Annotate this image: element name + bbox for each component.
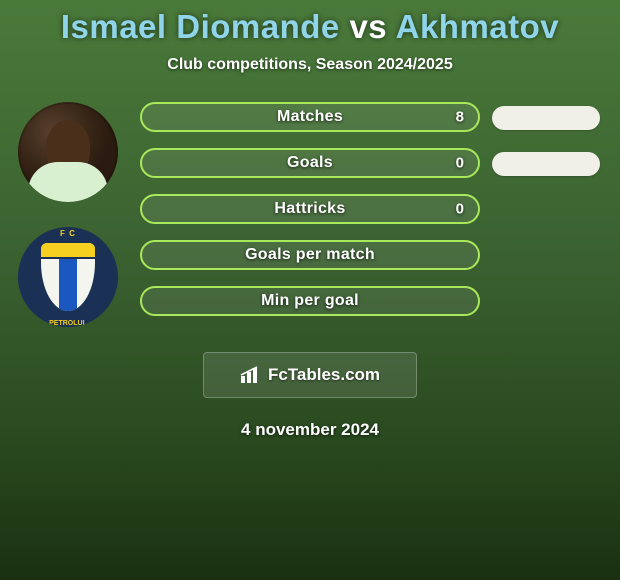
crest-shield	[39, 241, 97, 313]
stat-value: 8	[456, 109, 464, 126]
stat-row-mpg: Min per goal	[140, 286, 480, 316]
crest-graphic: F C PETROLUL	[31, 233, 105, 321]
watermark-badge: FcTables.com	[203, 352, 417, 398]
club-crest: F C PETROLUL	[18, 227, 118, 327]
comparison-card: Ismael Diomande vs Akhmatov Club competi…	[0, 0, 620, 580]
stat-label: Hattricks	[274, 200, 345, 218]
stat-row-goals: Goals 0	[140, 148, 480, 178]
title-player2: Akhmatov	[396, 8, 560, 45]
crest-top-text: F C	[31, 229, 105, 238]
stat-value: 0	[456, 201, 464, 218]
watermark-text: FcTables.com	[268, 365, 380, 385]
stat-label: Goals per match	[245, 246, 375, 264]
stat-row-matches: Matches 8	[140, 102, 480, 132]
player-photo	[18, 102, 118, 202]
page-title: Ismael Diomande vs Akhmatov	[0, 0, 620, 46]
stat-label: Matches	[277, 108, 343, 126]
stat-value: 0	[456, 155, 464, 172]
crest-bottom-text: PETROLUL	[31, 320, 105, 327]
subtitle: Club competitions, Season 2024/2025	[0, 56, 620, 74]
opponent-column	[492, 102, 600, 198]
stat-bars: Matches 8 Goals 0 Hattricks 0 Goals per …	[140, 102, 480, 332]
stat-row-hattricks: Hattricks 0	[140, 194, 480, 224]
opponent-pill-matches	[492, 106, 600, 130]
opponent-pill-goals	[492, 152, 600, 176]
stat-label: Min per goal	[261, 292, 359, 310]
stat-label: Goals	[287, 154, 333, 172]
avatar-column: F C PETROLUL	[8, 102, 123, 352]
snapshot-date: 4 november 2024	[0, 420, 620, 440]
title-player1: Ismael Diomande	[61, 8, 340, 45]
title-vs: vs	[349, 8, 387, 45]
chart-icon	[240, 366, 262, 384]
content-area: F C PETROLUL Matches 8 Goals 0 Hattricks…	[0, 102, 620, 342]
stat-row-gpm: Goals per match	[140, 240, 480, 270]
